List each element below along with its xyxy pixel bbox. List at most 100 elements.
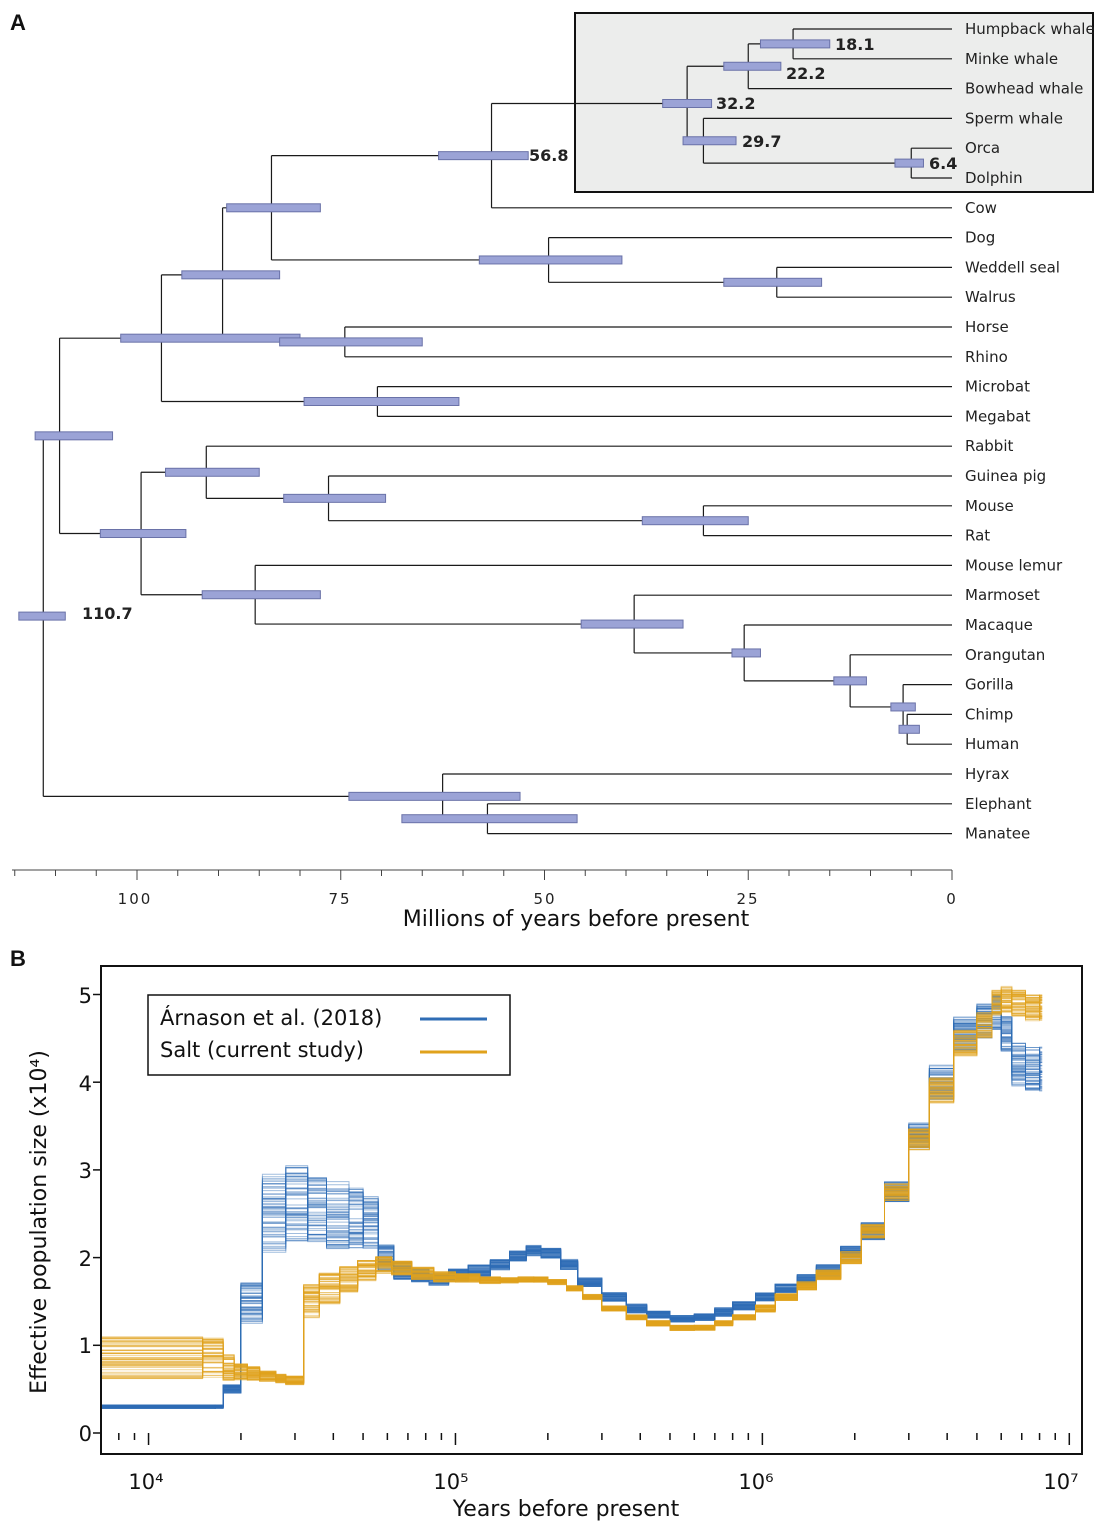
node-age-hpd-bar: [348, 791, 521, 801]
bootstrap-trajectory: [101, 1017, 1043, 1408]
node-age-hpd-bar: [833, 676, 867, 686]
x-tick-1e6: 10⁶: [738, 1470, 773, 1494]
bootstrap-trajectory: [101, 1013, 1043, 1408]
plot-frame: [100, 965, 1083, 1455]
bootstrap-trajectory: [101, 994, 1043, 1378]
bootstrap-trajectory: [101, 1022, 1043, 1409]
bootstrap-trajectory: [101, 992, 1043, 1380]
bootstrap-trajectory: [101, 997, 1043, 1386]
bootstrap-trajectory: [101, 995, 1043, 1382]
bootstrap-trajectory: [101, 989, 1043, 1382]
b-y-axis-title: Effective population size (x10⁴): [27, 1050, 52, 1394]
bootstrap-trajectory: [101, 1004, 1043, 1407]
node-age-hpd-bar: [731, 648, 761, 658]
node-age-hpd-bar: [279, 337, 423, 347]
tree-axis-ticks: [14, 870, 953, 880]
taxon-label-megabat: Megabat: [965, 407, 1031, 425]
bootstrap-trajectory: [101, 1015, 1043, 1409]
bootstrap-trajectory: [101, 1002, 1043, 1383]
bootstrap-trajectory: [101, 1007, 1043, 1408]
bootstrap-trajectory: [101, 1005, 1043, 1408]
bootstrap-trajectory: [101, 1019, 1043, 1407]
taxon-label-macaque: Macaque: [965, 616, 1033, 634]
bootstrap-trajectory: [101, 1008, 1043, 1408]
bootstrap-trajectory: [101, 999, 1043, 1384]
bootstrap-trajectory: [101, 992, 1043, 1383]
y-tick-1: 1: [79, 1334, 92, 1358]
bootstrap-trajectory: [101, 996, 1043, 1408]
node-age-hpd-bar: [18, 611, 66, 621]
highlight-box-cetacea: [574, 12, 1094, 193]
taxon-label-rat: Rat: [965, 527, 990, 545]
taxon-label-mouse: Mouse: [965, 497, 1014, 515]
node-age-label: 22.2: [786, 64, 825, 83]
bootstrap-trajectory: [101, 996, 1043, 1408]
bootstrap-trajectory: [101, 990, 1043, 1382]
bootstrap-trajectory: [101, 996, 1043, 1381]
bootstrap-trajectory: [101, 1011, 1043, 1409]
bootstrap-trajectory: [101, 1013, 1043, 1409]
tree-tick-25: 25: [736, 890, 759, 908]
bootstrap-trajectory: [101, 1024, 1043, 1408]
y-tick-5: 5: [79, 984, 92, 1008]
bootstrap-trajectory: [101, 991, 1043, 1381]
bootstrap-trajectory: [101, 994, 1043, 1379]
bootstrap-trajectory: [101, 990, 1043, 1382]
bootstrap-trajectory: [101, 990, 1043, 1383]
bootstrap-trajectory: [101, 992, 1043, 1382]
bootstrap-trajectory: [101, 1025, 1043, 1407]
bootstrap-trajectory: [101, 989, 1043, 1383]
bootstrap-trajectory: [101, 998, 1043, 1385]
y-tick-3: 3: [79, 1159, 92, 1183]
taxon-label-cow: Cow: [965, 199, 997, 217]
node-age-label: 110.7: [82, 604, 133, 623]
panel-a-label: A: [10, 10, 26, 35]
b-axis-ticks: [93, 993, 1071, 1445]
bootstrap-trajectory: [101, 1005, 1043, 1408]
bootstrap-trajectory: [101, 999, 1043, 1383]
tree-tick-100: 100: [118, 890, 153, 908]
phylogenetic-tree: Humpback whale Minke whale Bowhead whale Sp…: [18, 20, 1095, 843]
node-age-hpd-bar: [201, 590, 321, 600]
node-age-hpd-bar: [894, 158, 924, 168]
bootstrap-trajectory: [101, 992, 1043, 1380]
node-age-hpd-bar: [34, 431, 114, 441]
bootstrap-trajectory: [101, 991, 1043, 1380]
node-age-hpd-bar: [759, 39, 831, 49]
bootstrap-trajectory: [101, 994, 1043, 1385]
taxon-label-rabbit: Rabbit: [965, 437, 1013, 455]
bootstrap-trajectory: [101, 998, 1043, 1385]
taxon-label-gorilla: Gorilla: [965, 676, 1014, 694]
taxon-label-humpback-whale: Humpback whale: [965, 20, 1095, 38]
bootstrap-trajectory: [101, 1022, 1043, 1409]
bootstrap-trajectory: [101, 1005, 1043, 1383]
node-age-hpd-bar: [283, 493, 387, 503]
node-age-hpd-bar: [478, 255, 623, 265]
bootstrap-trajectory: [101, 1007, 1043, 1409]
bootstrap-trajectory: [101, 990, 1043, 1380]
taxon-label-walrus: Walrus: [965, 288, 1016, 306]
bootstrap-trajectory: [101, 995, 1043, 1381]
bootstrap-trajectory: [101, 1019, 1043, 1408]
bootstrap-trajectory: [101, 1007, 1043, 1409]
bootstrap-trajectory: [101, 993, 1043, 1380]
tree-tick-75: 75: [328, 890, 351, 908]
bootstrap-trajectory: [101, 1002, 1043, 1407]
taxon-label-dolphin: Dolphin: [965, 169, 1023, 187]
y-tick-4: 4: [79, 1072, 92, 1096]
bootstrap-trajectory: [101, 1016, 1043, 1409]
tree-tick-50: 50: [533, 890, 556, 908]
bootstrap-trajectory: [101, 1004, 1043, 1384]
taxon-label-mouse-lemur: Mouse lemur: [965, 556, 1063, 574]
bootstrap-trajectory: [101, 1012, 1043, 1406]
bootstrap-trajectory: [101, 1002, 1043, 1382]
psmc-trajectories: [101, 985, 1043, 1409]
y-tick-2: 2: [79, 1247, 92, 1271]
taxon-label-rhino: Rhino: [965, 348, 1008, 366]
bootstrap-trajectory: [101, 1004, 1043, 1407]
bootstrap-trajectory: [101, 997, 1043, 1407]
taxon-label-chimp: Chimp: [965, 705, 1013, 723]
bootstrap-trajectory: [101, 992, 1043, 1384]
bootstrap-trajectory: [101, 1007, 1043, 1384]
